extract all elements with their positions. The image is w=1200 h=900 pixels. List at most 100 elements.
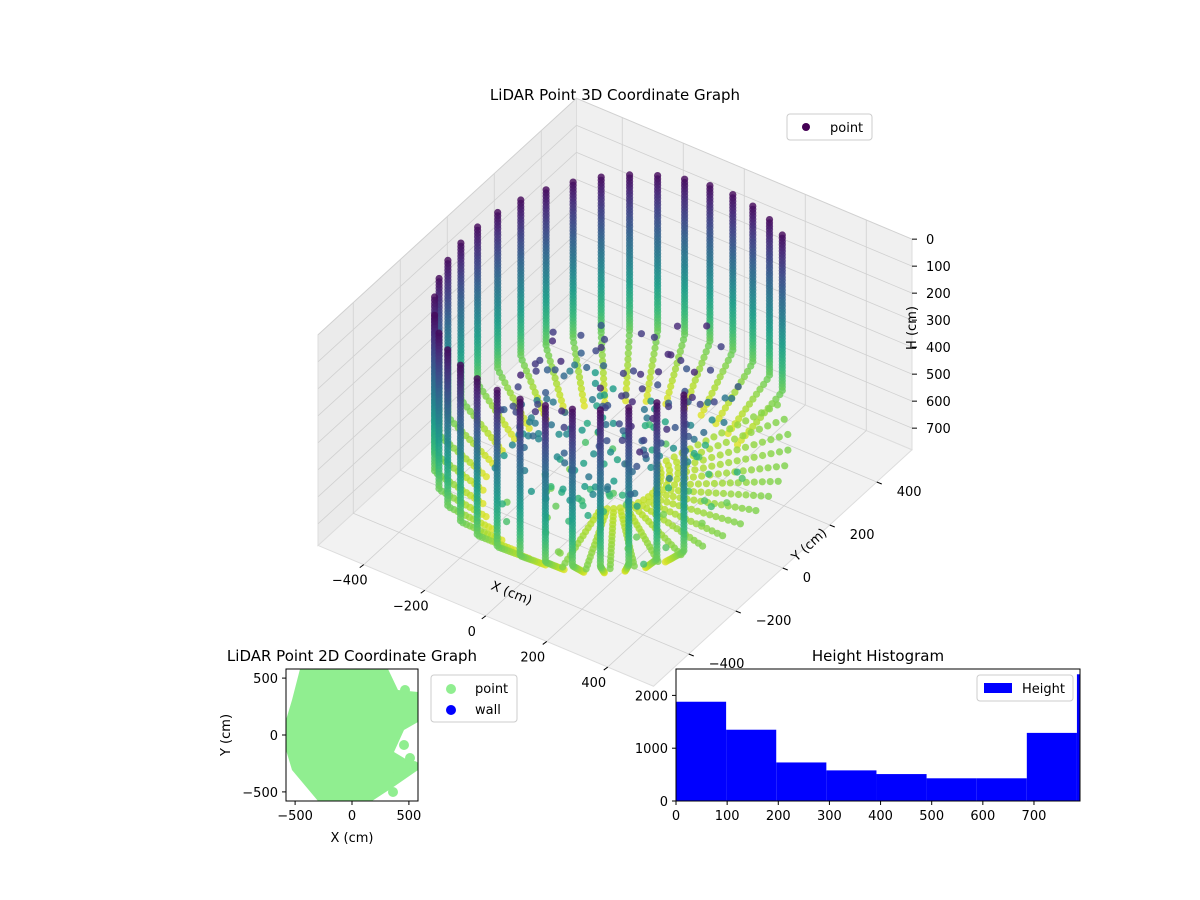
point-3d [749, 395, 757, 403]
point-3d [653, 554, 661, 562]
point-3d [700, 353, 708, 361]
point-3d [670, 371, 678, 379]
point-3d [717, 501, 726, 509]
point-3d [714, 470, 722, 478]
point-3d [654, 381, 662, 389]
point-3d [574, 494, 582, 502]
tick-label-3d-z: 200 [926, 287, 951, 302]
tick-label-3d-y: −200 [756, 614, 792, 629]
point-3d [527, 487, 536, 495]
point-3d [687, 505, 696, 513]
point-3d [661, 418, 669, 426]
point-3d [572, 350, 580, 358]
tick-label-hist-x: 400 [868, 809, 893, 824]
point-3d [772, 419, 780, 427]
point-3d [669, 500, 677, 508]
point-3d [718, 514, 726, 523]
point-3d [708, 389, 716, 397]
histogram-bar [876, 774, 927, 801]
point-3d [712, 513, 720, 521]
point-3d [697, 488, 705, 496]
point-3d [669, 493, 677, 501]
chart-3d-ticks: −400 −200 0 200 400 −400 −200 0 200 400 0 100 200 300… [332, 233, 951, 691]
point-3d [637, 370, 645, 378]
chart-2d: LiDAR Point 2D Coordinate Graph −500 0 500… [219, 647, 518, 846]
point-3d [784, 446, 792, 454]
histogram-bar [826, 770, 877, 801]
point-3d [625, 343, 633, 351]
point-3d [664, 484, 673, 492]
point-3d [582, 565, 590, 573]
point-3d [683, 365, 691, 373]
point-3d [623, 379, 631, 387]
point-3d [704, 342, 713, 350]
point-3d [720, 418, 728, 427]
tick-label-3d-z: 300 [926, 314, 951, 329]
point-3d [624, 349, 632, 357]
tick-3d-x [542, 641, 548, 645]
point-3d [600, 362, 608, 370]
grid-z-back [576, 97, 913, 240]
point-3d [722, 438, 730, 446]
point-3d [759, 451, 767, 460]
point-3d [568, 561, 577, 569]
histogram-legend-swatch [984, 683, 1012, 693]
histogram-title: Height Histogram [812, 647, 944, 665]
chart-3d-zlabel: H (cm) [905, 306, 920, 350]
point-3d [678, 342, 686, 350]
chart-3d: LiDAR Point 3D Coordinate Graph −400 −200… [317, 86, 951, 691]
point-3d [641, 422, 649, 430]
point-3d [690, 435, 698, 443]
point-3d [691, 376, 699, 384]
tick-label-2d-x: 500 [396, 809, 421, 824]
chart-2d-plot [286, 669, 418, 801]
point-3d [699, 542, 707, 550]
point-3d [560, 372, 568, 380]
point-3d [591, 379, 600, 387]
tick-label-hist-y: 2000 [635, 689, 668, 704]
tick-label-3d-z: 600 [926, 395, 951, 410]
point-2d [409, 761, 418, 771]
chart-2d-points [388, 685, 418, 797]
point-3d [674, 487, 683, 495]
point-3d [749, 491, 758, 499]
tick-3d-y [876, 481, 882, 485]
point-3d [645, 380, 653, 388]
point-3d [731, 388, 739, 396]
point-3d [670, 481, 679, 489]
point-3d [689, 473, 698, 481]
point-3d [697, 411, 705, 419]
point-3d [613, 456, 622, 464]
point-3d [518, 356, 526, 364]
point-3d [548, 337, 557, 345]
point-3d [756, 465, 764, 473]
point-3d [775, 433, 783, 441]
point-3d [699, 464, 708, 472]
point-2d [390, 695, 400, 705]
point-3d [708, 416, 716, 424]
point-3d [712, 489, 720, 497]
grid-y-floor [541, 340, 877, 483]
point-3d [696, 365, 704, 373]
point-3d [534, 430, 543, 438]
point-3d [742, 455, 750, 463]
chart-2d-legend-wall-marker [446, 705, 456, 715]
point-3d [589, 490, 597, 498]
point-3d [662, 544, 670, 552]
point-3d [597, 343, 605, 352]
histogram-bar [726, 729, 777, 801]
point-3d [517, 371, 525, 379]
tick-3d-y [735, 610, 741, 614]
point-3d [718, 429, 726, 437]
chart-2d-title: LiDAR Point 2D Coordinate Graph [227, 647, 477, 665]
point-3d [531, 419, 539, 427]
point-3d [734, 421, 742, 429]
point-3d [694, 441, 702, 449]
point-3d [781, 462, 789, 470]
point-3d [543, 395, 551, 403]
point-3d [588, 396, 597, 404]
point-3d [606, 565, 614, 573]
point-3d [747, 428, 755, 437]
tick-label-3d-x: −200 [393, 599, 429, 614]
point-3d [654, 368, 663, 376]
